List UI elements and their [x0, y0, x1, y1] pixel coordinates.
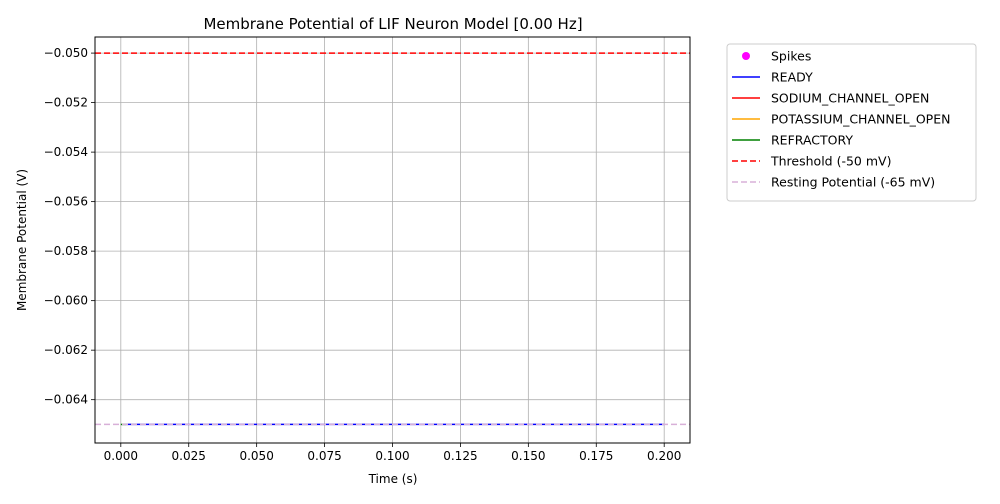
legend-label-resting-potential-65-mv: Resting Potential (-65 mV) [771, 175, 935, 190]
x-tick-label: 0.200 [647, 449, 681, 463]
legend-label-refractory: REFRACTORY [771, 133, 853, 148]
y-tick-label: −0.062 [44, 343, 88, 357]
y-tick-label: −0.064 [44, 393, 88, 407]
legend-label-potassium-channel-open: POTASSIUM_CHANNEL_OPEN [771, 112, 950, 127]
x-tick-label: 0.025 [172, 449, 206, 463]
y-axis-title: Membrane Potential (V) [15, 169, 29, 311]
legend-label-ready: READY [771, 70, 813, 85]
legend-label-threshold-50-mv: Threshold (-50 mV) [770, 154, 891, 169]
chart-title: Membrane Potential of LIF Neuron Model [… [203, 15, 582, 33]
legend-marker-spikes [742, 52, 750, 60]
y-tick-label: −0.058 [44, 244, 88, 258]
y-tick-label: −0.052 [44, 96, 88, 110]
x-tick-label: 0.075 [307, 449, 341, 463]
x-tick-label: 0.125 [443, 449, 477, 463]
x-tick-label: 0.000 [104, 449, 138, 463]
x-axis-title: Time (s) [368, 472, 418, 486]
x-tick-label: 0.175 [579, 449, 613, 463]
y-tick-label: −0.060 [44, 294, 88, 308]
y-tick-label: −0.050 [44, 46, 88, 60]
x-tick-label: 0.050 [239, 449, 273, 463]
legend-label-spikes: Spikes [771, 49, 811, 64]
y-tick-label: −0.054 [44, 145, 88, 159]
series-group [95, 52, 690, 426]
legend-label-sodium-channel-open: SODIUM_CHANNEL_OPEN [771, 91, 929, 106]
x-tick-label: 0.150 [511, 449, 545, 463]
legend: Spikes READY SODIUM_CHANNEL_OPEN POTASSIUM_… [726, 43, 977, 202]
legend-box [726, 43, 977, 202]
y-tick-label: −0.056 [44, 195, 88, 209]
x-tick-label: 0.100 [375, 449, 409, 463]
plot-area: 0.000 0.025 0.050 0.075 0.100 0.125 0.150 0.175… [44, 36, 691, 463]
